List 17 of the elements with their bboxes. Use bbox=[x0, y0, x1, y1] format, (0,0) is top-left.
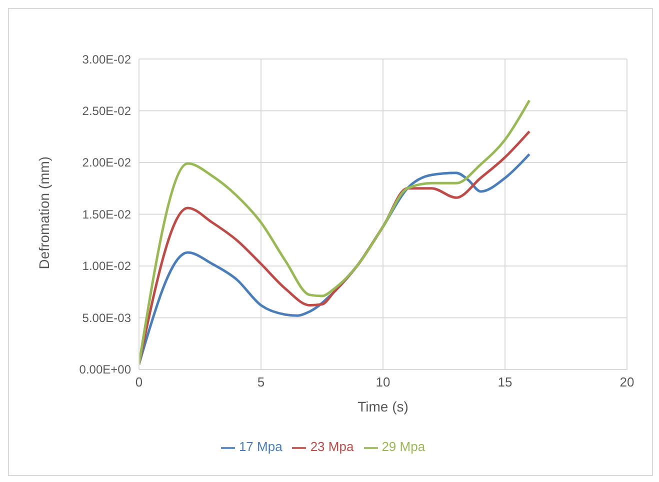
x-tick-label: 0 bbox=[135, 374, 143, 390]
y-tick-label: 1.00E-02 bbox=[82, 259, 132, 274]
legend-label: 29 Mpa bbox=[382, 439, 426, 454]
y-tick-label: 0.00E+00 bbox=[79, 362, 132, 377]
y-tick-label: 3.00E-02 bbox=[82, 52, 132, 66]
x-tick-label: 5 bbox=[257, 374, 265, 390]
legend-label: 23 Mpa bbox=[310, 439, 354, 454]
x-tick-label: 20 bbox=[620, 374, 634, 390]
x-tick-label: 10 bbox=[376, 374, 390, 390]
y-tick-label: 5.00E-03 bbox=[82, 310, 132, 325]
y-tick-label: 2.50E-02 bbox=[82, 104, 132, 118]
y-tick-label: 2.00E-02 bbox=[82, 156, 132, 170]
y-axis-title: Defromation (mm) bbox=[36, 156, 52, 270]
x-tick-label: 15 bbox=[498, 374, 512, 390]
y-tick-label: 1.50E-02 bbox=[82, 207, 132, 222]
legend-label: 17 Mpa bbox=[238, 439, 282, 454]
x-axis-title: Time (s) bbox=[358, 398, 408, 414]
